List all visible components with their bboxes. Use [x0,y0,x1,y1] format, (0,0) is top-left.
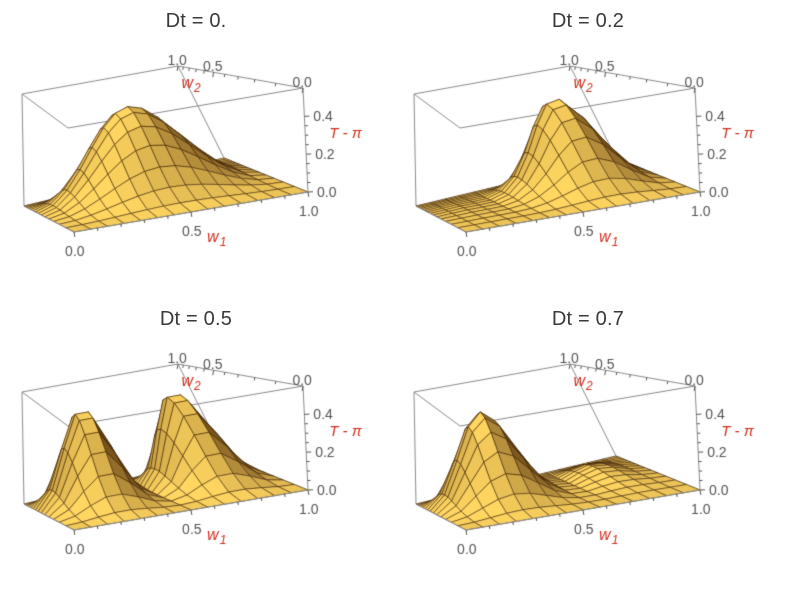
surface-subplot-4: Dt = 0.7 [392,300,784,598]
surface-plot-canvas [8,334,384,596]
plot-title: Dt = 0.2 [551,10,625,32]
surface-plot-canvas [8,36,384,298]
surface-subplot-1: Dt = 0. [0,2,392,300]
surface-plot-canvas [400,334,776,596]
surface-subplot-2: Dt = 0.2 [392,2,784,300]
plot-title: Dt = 0. [165,10,227,32]
surface-subplot-3: Dt = 0.5 [0,300,392,598]
plot-title: Dt = 0.5 [159,308,233,330]
surface-plot-canvas [400,36,776,298]
plot-title: Dt = 0.7 [551,308,625,330]
